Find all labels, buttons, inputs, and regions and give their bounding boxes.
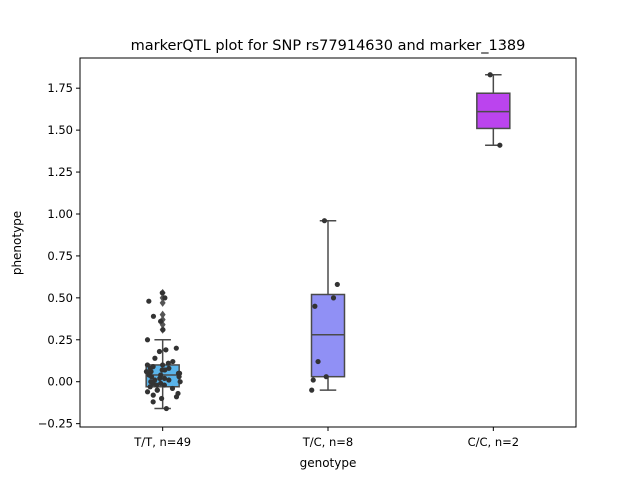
data-point (160, 362, 166, 368)
data-point (160, 327, 166, 333)
data-point (330, 295, 337, 301)
data-point (309, 387, 315, 393)
data-point (315, 358, 321, 365)
data-point (157, 375, 163, 381)
data-point (154, 387, 160, 393)
points-layer (143, 72, 503, 412)
data-point (165, 360, 171, 366)
data-point (166, 365, 172, 371)
box (476, 92, 511, 130)
box-group (476, 74, 511, 146)
data-point (144, 337, 151, 343)
y-tick-label: 1.50 (47, 123, 73, 137)
data-point (170, 358, 176, 365)
data-point (150, 392, 156, 398)
data-point (156, 348, 163, 355)
chart-title: markerQTL plot for SNP rs77914630 and ma… (131, 38, 526, 54)
data-point (153, 382, 160, 388)
data-point (144, 389, 151, 395)
y-tick-label: 1.75 (47, 81, 73, 95)
data-point (159, 290, 165, 296)
y-tick-label: 0.00 (47, 375, 73, 389)
data-point (487, 72, 493, 78)
data-point (150, 313, 157, 319)
x-tick-label: C/C, n=2 (468, 435, 520, 449)
data-point (150, 399, 156, 405)
data-point (158, 318, 164, 324)
data-point (163, 347, 169, 353)
data-point (497, 142, 503, 148)
y-axis-label: phenotype (10, 211, 24, 275)
data-point (334, 281, 340, 288)
data-point (148, 374, 155, 380)
data-point (177, 379, 183, 385)
data-point (146, 298, 152, 304)
data-point (169, 385, 176, 392)
x-axis-label: genotype (300, 456, 357, 470)
data-point (152, 355, 158, 361)
outlier-marker (159, 310, 166, 319)
data-point (310, 377, 316, 383)
y-tick-label: 0.50 (47, 291, 73, 305)
x-axis: T/T, n=49 T/C, n=8 C/C, n=2 (133, 427, 519, 449)
data-point (144, 362, 151, 368)
data-point (147, 384, 153, 390)
x-tick-label: T/T, n=49 (133, 435, 191, 449)
y-tick-label: 0.25 (47, 333, 73, 347)
x-tick-label: T/C, n=8 (302, 435, 353, 449)
data-point (321, 218, 328, 224)
data-point (159, 395, 165, 402)
data-point (162, 295, 168, 301)
outlier-marker (159, 298, 166, 307)
y-tick-label: 0.75 (47, 249, 73, 263)
y-axis: −0.25 0.00 0.25 0.50 0.75 1.00 1.25 1.50 1.75 (38, 81, 80, 431)
boxes-layer (145, 74, 511, 410)
data-point (173, 345, 179, 351)
y-tick-label: 1.25 (47, 165, 73, 179)
data-point (173, 394, 180, 400)
y-tick-label: −0.25 (38, 417, 73, 431)
data-point (159, 367, 165, 373)
data-point (312, 303, 318, 309)
data-point (176, 374, 182, 380)
data-point (161, 375, 168, 381)
data-point (163, 405, 169, 412)
data-point (323, 374, 329, 380)
data-point (166, 377, 172, 383)
data-point (161, 382, 167, 388)
y-tick-label: 1.00 (47, 207, 73, 221)
